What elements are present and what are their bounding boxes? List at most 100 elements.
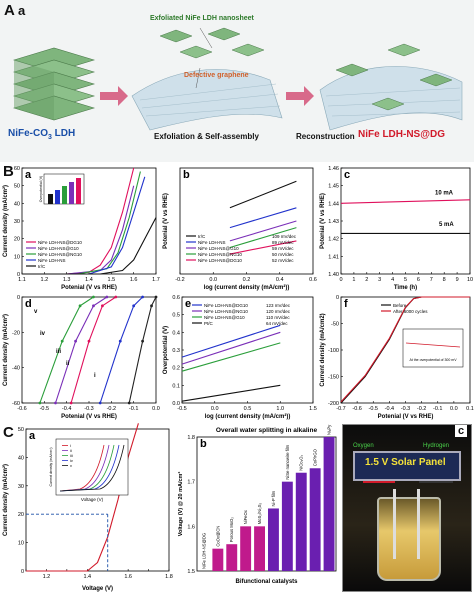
ldh-label-sub: 3: [48, 134, 52, 141]
y-axis-label: Current density (mA/cm²): [2, 185, 9, 257]
chart-b-e: -0.5 0.0 0.5 1.0 1.50.00.10.20.30.40.50.6log…: [163, 295, 317, 420]
ldh-label-tail: LDH: [51, 128, 76, 139]
series-line-ir-c: [229, 180, 297, 209]
y-axis-label: Current density (mA/cm²): [2, 464, 9, 536]
solar-panel: [353, 451, 461, 481]
curve-label: iii: [56, 349, 61, 355]
series-line-nife-ldh-ns-g10: [229, 220, 297, 242]
x-tick-label: 1.7: [152, 277, 160, 283]
x-tick-label: -0.4: [385, 406, 394, 412]
data-point: [118, 339, 122, 343]
inset-curve: [59, 444, 125, 492]
x-axis-label: Potenial (V vs RHE): [61, 414, 117, 420]
legend-label: NiFe LDH-NS@G10: [38, 246, 79, 251]
bar-label: NiₓPy: [327, 424, 332, 435]
bar-label: NiCo₂O₄: [299, 455, 304, 471]
chart-b-f: -0.7 -0.6 -0.5 -0.4 -0.3 -0.2 -0.1 0.0 0.1 -200 -1…: [320, 295, 474, 420]
series-line-iv: [39, 296, 94, 404]
bar: [268, 508, 279, 571]
bar-label: NiSe nanowire film: [285, 444, 290, 479]
label-10ma: 10 mA: [435, 190, 454, 196]
data-point: [74, 339, 77, 343]
bar: [254, 526, 265, 571]
y-tick-label: -150: [328, 375, 339, 381]
x-tick-label: -0.2: [175, 277, 184, 283]
legend-label: NiFe LDH-NS@G10: [198, 246, 239, 251]
x-axis-label: log (current density (mA/cm²)): [204, 284, 290, 291]
x-tick-label: 0.1: [466, 406, 474, 412]
y-tick-label: 0: [17, 272, 20, 278]
inset-bar: [55, 190, 60, 204]
y-tick-label: -200: [328, 401, 339, 407]
plot-frame: [179, 167, 314, 275]
chart-b-b: -0.2 0.0 0.2 0.4 0.6 log (current density (mA…: [163, 167, 317, 291]
x-tick-label: -0.5: [177, 406, 186, 412]
plot-frame: [21, 296, 157, 404]
bar: [281, 481, 293, 571]
data-point: [127, 401, 131, 405]
inset-y-label: Current density (mA/cm²): [49, 447, 53, 486]
x-tick-label: 0.2: [243, 277, 251, 283]
x-axis-label: Voltage (V): [82, 586, 113, 592]
section-a-sub-letter: a: [18, 3, 26, 18]
legend-label: Ir/C: [198, 234, 206, 239]
x-tick-label: 1.3: [63, 277, 71, 283]
inset-curve: [59, 444, 105, 492]
inset-bar: [48, 194, 53, 204]
data-point: [132, 304, 136, 308]
section-b-letter: B: [3, 163, 14, 180]
x-tick-label: 1: [352, 277, 355, 283]
data-point: [154, 295, 158, 299]
x-tick-label: 2: [365, 277, 368, 283]
x-tick-label: -0.4: [62, 406, 71, 412]
x-tick-label: 1.5: [309, 406, 317, 412]
graphene-sheet-right: [319, 43, 463, 131]
ldh-label-main: NiFe-CO: [8, 128, 48, 139]
data-point: [92, 295, 95, 299]
x-tick-label: 1.5: [108, 277, 116, 283]
data-point: [38, 401, 42, 405]
photo-letter: c: [455, 425, 468, 437]
data-point: [114, 295, 118, 299]
series-line-nife-ldh-ns-dg10: [229, 240, 297, 255]
data-point: [150, 304, 153, 308]
y-tick-label: 0.6: [172, 295, 180, 301]
y-tick-label: 0.4: [172, 330, 180, 336]
hydrogen-label: Hydrogen: [423, 443, 450, 449]
y-axis-label: Potenial (V vs RHE): [163, 193, 169, 249]
y-tick-label: 50: [18, 427, 24, 433]
y-axis-label: Current density (mA/cm2): [320, 313, 326, 386]
x-tick-label: -0.1: [433, 406, 442, 412]
y-tick-label: 1.43: [328, 219, 339, 225]
bar-label: CoP/rGO: [313, 448, 318, 466]
y-tick-label: 1.6: [187, 524, 195, 530]
product-label: NiFe LDH-NS@DG: [358, 129, 445, 140]
data-point: [101, 304, 104, 308]
x-tick-label: 0.4: [276, 277, 284, 283]
series-line-v: [128, 296, 157, 404]
legend-tafel: 50 mV/dec: [272, 252, 294, 257]
y-tick-label: 1.44: [328, 201, 339, 207]
y-tick-label: 0: [21, 569, 24, 575]
y-tick-label: 10: [14, 254, 20, 260]
y-tick-label: 1.41: [328, 254, 339, 260]
bar-label: Ni-P film: [271, 490, 276, 506]
series-line-nife-ldh-ns-dg10: [181, 324, 281, 358]
x-tick-label: 1.1: [18, 277, 26, 283]
legend-label: NiFe LDH-NS: [198, 240, 226, 245]
ldh-label: NiFe-CO3 LDH: [8, 128, 75, 141]
y-tick-label: -50: [331, 322, 339, 328]
panel-letter: d: [25, 298, 32, 310]
x-tick-label: 0.6: [309, 277, 317, 283]
y-tick-label: 40: [14, 201, 20, 207]
x-tick-label: 1.2: [43, 574, 51, 580]
bar: [295, 472, 307, 571]
legend-label: NiFe LDH-NS@NG10: [204, 309, 248, 314]
series-line-nife-ldh-ns-ng10: [229, 227, 297, 249]
solar-panel-photo: c Oxygen Hydrogen 1.5 V Solar Panel: [342, 424, 472, 592]
legend-tafel: 89 mV/dec: [272, 240, 294, 245]
plot-frame: [340, 167, 471, 275]
legend-tafel: 59 mV/dec: [272, 246, 294, 251]
y-tick-label: -40: [12, 366, 20, 372]
y-tick-label: 50: [14, 184, 20, 190]
